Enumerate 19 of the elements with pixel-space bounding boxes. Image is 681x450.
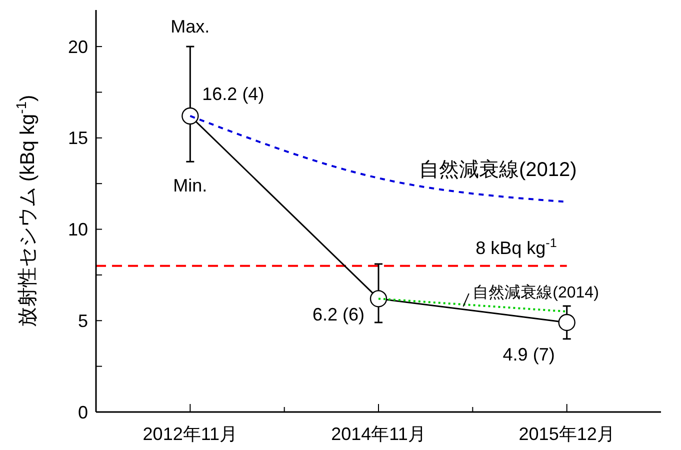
series-label: 自然減衰線(2012) (419, 158, 577, 181)
point (370, 290, 388, 308)
y-tick-label: 10 (68, 220, 88, 240)
ref-line-label: 8 kBq kg$^{-1}$ (476, 236, 557, 258)
x-tick-label: 2015年12月 (518, 424, 615, 444)
y-tick-label: 0 (78, 402, 88, 422)
series-label: 自然減衰線(2014) (472, 284, 599, 302)
point (558, 314, 576, 332)
data-label: 16.2 (4) (202, 84, 264, 104)
annotation: Max. (170, 16, 210, 37)
data-label: 4.9 (7) (502, 344, 555, 364)
x-tick-label: 2014年11月 (331, 424, 426, 444)
y-tick-label: 20 (68, 36, 88, 57)
annotation: Min. (173, 176, 208, 196)
y-tick-label: 5 (78, 310, 88, 331)
point (182, 107, 199, 125)
y-tick-label: 15 (68, 128, 88, 148)
x-tick-label: 2012年11月 (142, 424, 238, 444)
data-label: 6.2 (6) (312, 304, 364, 325)
